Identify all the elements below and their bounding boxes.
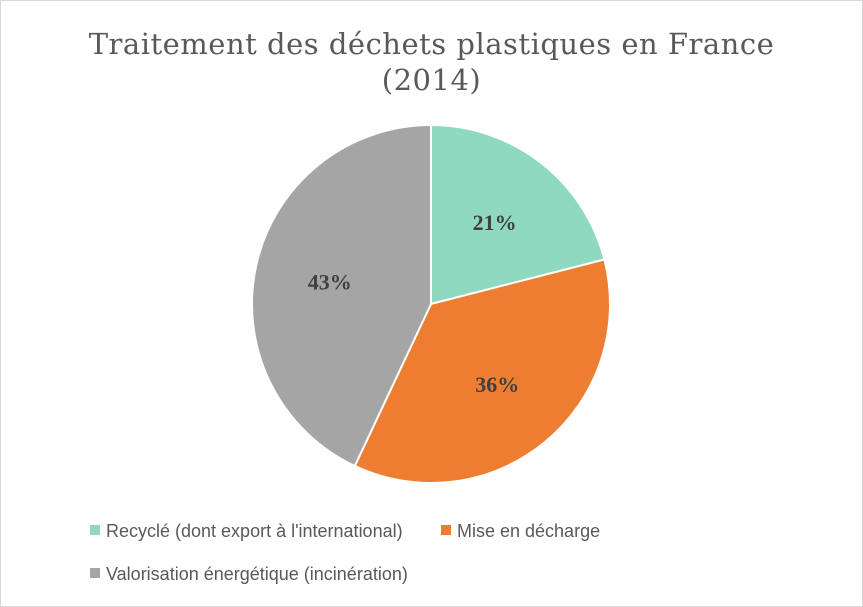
legend-swatch-valorisation <box>90 568 100 578</box>
legend-label-recycle: Recyclé (dont export à l'international) <box>106 521 403 541</box>
pie-slice-recycle <box>430 123 606 306</box>
chart-title: Traitement des déchets plastiques en Fra… <box>0 26 863 98</box>
chart-title-line-1: Traitement des déchets plastiques en Fra… <box>88 27 775 61</box>
pie-label-recycle: 21% <box>473 210 517 235</box>
pie-slices <box>251 123 611 484</box>
legend-item-valorisation: Valorisation énergétique (incinération) <box>90 563 408 585</box>
pie-slice-labels: 21% 36% 43% <box>308 210 520 397</box>
pie-label-valorisation: 43% <box>308 269 352 294</box>
pie-slice-decharge <box>353 258 611 484</box>
legend-swatch-recycle <box>90 525 100 535</box>
legend-label-decharge: Mise en décharge <box>457 521 601 541</box>
pie-slice-valorisation <box>251 123 432 468</box>
legend-swatch-decharge <box>441 525 451 535</box>
legend-label-valorisation: Valorisation énergétique (incinération) <box>106 564 408 584</box>
chart-title-line-2: (2014) <box>381 63 482 97</box>
pie-label-decharge: 36% <box>475 372 519 397</box>
legend-item-decharge: Mise en décharge <box>441 520 600 542</box>
legend-item-recycle: Recyclé (dont export à l'international) <box>90 520 403 542</box>
